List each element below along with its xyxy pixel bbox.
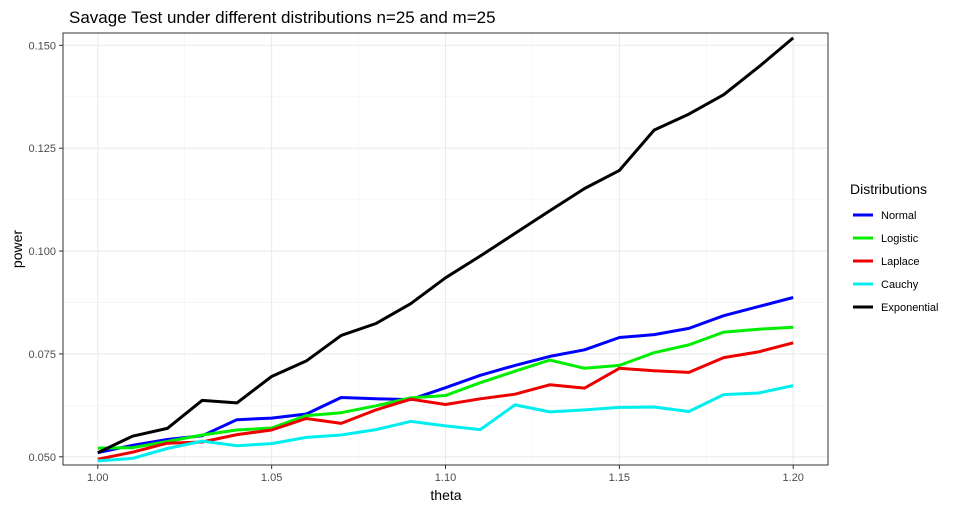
x-tick-label: 1.20 xyxy=(783,472,804,484)
y-tick-label: 0.150 xyxy=(28,40,56,52)
y-tick-label: 0.050 xyxy=(28,452,56,464)
series-line-logistic xyxy=(97,325,794,450)
plot-area: 1.00 1.05 1.10 1.15 1.20 0.050 0.075 0.100 0.125… xyxy=(28,32,829,484)
legend-label-normal: Normal xyxy=(881,210,916,222)
series-line-laplace xyxy=(97,341,794,461)
legend-label-cauchy: Cauchy xyxy=(881,279,919,291)
legend-label-logistic: Logistic xyxy=(881,233,919,245)
x-tick-label: 1.10 xyxy=(435,472,456,484)
x-axis-title: theta xyxy=(430,487,461,503)
chart-title: Savage Test under different distribution… xyxy=(69,8,496,27)
y-tick-label: 0.100 xyxy=(28,246,56,258)
series-line-cauchy xyxy=(97,384,794,463)
legend-label-exponential: Exponential xyxy=(881,302,939,314)
x-tick-label: 1.05 xyxy=(261,472,282,484)
x-tick-label: 1.15 xyxy=(609,472,630,484)
x-tick-label: 1.00 xyxy=(87,472,108,484)
series-line-normal xyxy=(97,296,794,455)
legend-label-laplace: Laplace xyxy=(881,256,920,268)
legend-title: Distributions xyxy=(850,181,927,197)
y-tick-label: 0.075 xyxy=(28,349,56,361)
legend: Normal Logistic Laplace Cauchy Exponential xyxy=(853,210,939,314)
y-tick-label: 0.125 xyxy=(28,143,56,155)
y-axis-title: power xyxy=(9,230,25,268)
series-line-exponential xyxy=(97,36,795,455)
panel-border xyxy=(62,32,829,466)
